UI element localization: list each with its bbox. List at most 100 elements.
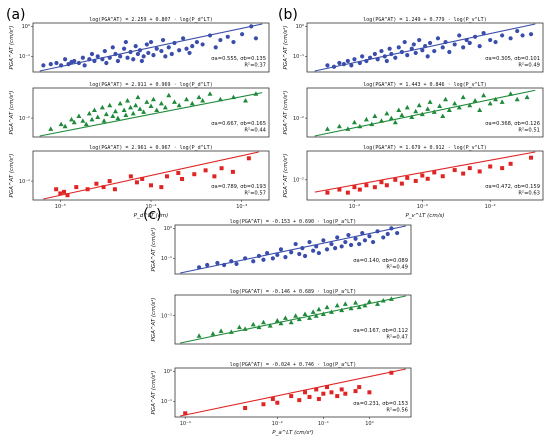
panel-c-1-equation: log(PGA^AT) = -0.146 + 0.689 · log(P_a^L… bbox=[230, 289, 356, 295]
panel-a-1-point-3 bbox=[69, 116, 75, 122]
panel-b-0-point-26 bbox=[417, 37, 422, 43]
panel-a-0-point-29 bbox=[135, 51, 141, 57]
panel-b-0-point-46 bbox=[500, 33, 505, 38]
panel-c-1-point-27 bbox=[348, 305, 354, 311]
panel-c-1-ylabel: PGA^AT (cm/s²) bbox=[150, 297, 157, 341]
scatter-panels: 10⁰ 10⁻¹ log(PGA^AT) = 2.259 + 0.807 · log… bbox=[8, 17, 544, 436]
panel-a-0-point-33 bbox=[144, 42, 149, 47]
panel-c-1-point-7 bbox=[256, 324, 262, 330]
panel-a-0: 10⁰ 10⁻¹ log(PGA^AT) = 2.259 + 0.807 · log… bbox=[8, 17, 270, 73]
panel-b-0-point-45 bbox=[493, 39, 498, 45]
panel-c-2-xtick-label-1: 10⁻² bbox=[272, 421, 283, 427]
panel-a-0-point-26 bbox=[128, 49, 133, 55]
panel-b-1-point-22 bbox=[437, 103, 443, 109]
panel-b-0-point-40 bbox=[467, 40, 472, 46]
panel-c-0-ytick-label-1: 10⁻¹ bbox=[161, 256, 172, 262]
panel-c-0-point-8 bbox=[256, 253, 262, 259]
panel-b-1-frame bbox=[306, 87, 544, 138]
panel-a-0-point-38 bbox=[159, 48, 164, 54]
panel-b-1-point-32 bbox=[481, 92, 487, 98]
panel-b-1-point-8 bbox=[378, 118, 384, 123]
panel-b-1-point-12 bbox=[396, 107, 402, 112]
panel-a-1-point-34 bbox=[162, 104, 168, 110]
panel-c-0-point-3 bbox=[222, 262, 227, 268]
panel-a-2-point-10 bbox=[128, 174, 133, 179]
panel-a-0-point-1 bbox=[48, 62, 53, 67]
panel-a-1-point-23 bbox=[128, 104, 134, 110]
panel-c-1-point-2 bbox=[218, 328, 224, 333]
panel-a-1-point-44 bbox=[230, 94, 236, 100]
panel-a-0-ylabel: PGA^AT (cm/s²) bbox=[8, 25, 15, 69]
panel-b-0-point-38 bbox=[461, 45, 466, 50]
panel-b-0-point-35 bbox=[447, 49, 452, 55]
panel-a-0-point-27 bbox=[131, 57, 136, 62]
panel-a-0-stat-0: σa=0.555, σb=0.135 bbox=[211, 56, 266, 62]
panel-b-1-point-30 bbox=[472, 97, 478, 103]
panel-a-2-point-21 bbox=[219, 166, 224, 171]
panel-c-1-point-19 bbox=[313, 313, 319, 318]
panel-b-1-point-29 bbox=[467, 102, 473, 108]
panel-a-1-point-24 bbox=[130, 110, 136, 116]
panel-c-0-ylabel: PGA^AT (cm/s²) bbox=[150, 227, 157, 271]
panel-c-0-point-16 bbox=[293, 241, 298, 247]
panel-a-1-point-10 bbox=[91, 107, 97, 112]
panel-a-0-point-50 bbox=[200, 42, 205, 47]
panel-a-0-point-0 bbox=[41, 63, 46, 68]
panel-a-0-ytick-label-1: 10⁻¹ bbox=[19, 54, 30, 60]
panel-b-0-point-2 bbox=[337, 60, 342, 66]
panel-b-0-point-19 bbox=[396, 45, 401, 50]
panel-c-0-point-17 bbox=[297, 251, 302, 257]
panel-b-0-point-27 bbox=[420, 48, 425, 53]
panel-b-2-stat-0: σa=0.472, σb=0.159 bbox=[485, 184, 540, 190]
panel-a-1-stat-0: σa=0.667, σb=0.165 bbox=[211, 121, 266, 127]
panel-c-2-point-20 bbox=[389, 370, 394, 375]
panel-a-1: 10⁻² log(PGA^AT) = 2.911 + 0.969 · log(P_… bbox=[8, 82, 270, 138]
panel-c-2-point-17 bbox=[353, 389, 358, 394]
panel-a-1-point-13 bbox=[101, 118, 107, 123]
panel-c-2-xtick-label-3: 10⁰ bbox=[365, 421, 373, 427]
panel-a-2-stat-1: R²=0.57 bbox=[244, 191, 266, 197]
panel-b-2-stat-1: R²=0.63 bbox=[518, 191, 540, 197]
panel-b-0-point-39 bbox=[464, 37, 469, 43]
panel-a-1-point-4 bbox=[71, 119, 77, 125]
panel-c-1-stat-0: σa=0.167, σb=0.112 bbox=[353, 328, 408, 334]
panel-a-0-point-47 bbox=[187, 50, 192, 56]
panel-c-0-point-42 bbox=[389, 226, 394, 231]
panel-c-1-point-0 bbox=[196, 333, 202, 338]
panel-a-1-point-38 bbox=[184, 96, 190, 102]
panel-a-0-point-40 bbox=[163, 54, 168, 59]
panel-a-1-point-16 bbox=[110, 113, 116, 118]
panel-a-1-point-36 bbox=[171, 99, 177, 104]
panel-c-1-point-25 bbox=[339, 307, 345, 313]
panel-b-1-point-24 bbox=[443, 96, 449, 102]
panel-c-2-ytick-label-0: 10⁰ bbox=[164, 369, 172, 375]
panel-a-0-point-44 bbox=[177, 48, 182, 53]
panel-b-1-point-18 bbox=[419, 111, 425, 117]
panel-a-0-point-4 bbox=[63, 57, 68, 62]
panel-c-0-fit-line bbox=[180, 225, 406, 274]
panel-b-1-point-0 bbox=[324, 126, 330, 131]
panel-c-0-point-18 bbox=[300, 245, 305, 251]
panel-a-0-point-35 bbox=[148, 39, 154, 45]
panel-c-0-point-9 bbox=[261, 257, 266, 262]
panel-a-1-point-14 bbox=[103, 111, 109, 117]
panel-c-0-point-11 bbox=[270, 256, 275, 261]
group-label-b: (b) bbox=[278, 7, 298, 23]
panel-c-0-point-14 bbox=[283, 255, 288, 260]
panel-a-0-fit-line bbox=[39, 23, 263, 72]
panel-b-1-point-5 bbox=[363, 116, 369, 122]
panel-b-0-point-48 bbox=[515, 28, 520, 34]
panel-a-1-point-41 bbox=[200, 97, 206, 103]
panel-c-0-point-21 bbox=[311, 248, 316, 253]
panel-a-0-point-17 bbox=[104, 60, 109, 66]
panel-a-0-point-15 bbox=[100, 57, 105, 62]
panel-c-2-point-2 bbox=[261, 402, 266, 407]
panel-b-1-point-38 bbox=[524, 94, 530, 100]
panel-c-2-xtick-label-2: 10⁻¹ bbox=[318, 421, 329, 427]
panel-b-0-ytick-label-0: 10⁰ bbox=[296, 24, 304, 30]
panel-c-2-point-3 bbox=[270, 396, 275, 401]
panel-a-0-point-18 bbox=[107, 55, 112, 60]
panel-a-2-point-20 bbox=[212, 174, 217, 179]
panel-b-2-ylabel: PGA^AT (cm/s²) bbox=[282, 153, 289, 197]
panel-b-1-point-1 bbox=[336, 123, 342, 129]
